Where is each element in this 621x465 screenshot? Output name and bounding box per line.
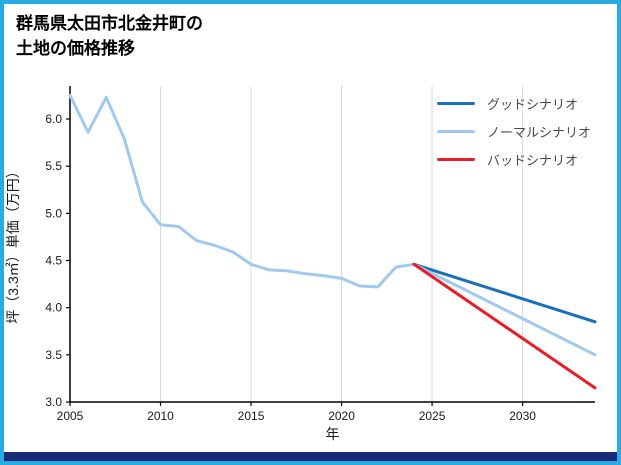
svg-text:2030: 2030 [509,409,536,423]
series-line-normal [412,262,597,357]
normal-scenario-line-swatch [436,130,475,133]
bad-scenario-line-swatch [436,158,475,161]
svg-text:5.5: 5.5 [45,159,62,173]
svg-text:2005: 2005 [57,409,84,423]
svg-text:2025: 2025 [419,409,446,423]
page-title-line-1: 群馬県太田市北金井町の [16,14,203,33]
series-line-historical [68,93,416,289]
svg-text:5.0: 5.0 [45,206,62,220]
legend-item-bad: バッドシナリオ [436,150,591,169]
svg-text:2020: 2020 [328,409,355,423]
footer-bar [4,452,617,461]
svg-text:2010: 2010 [147,409,174,423]
legend-label: ノーマルシナリオ [486,125,591,140]
chart-legend: グッドシナリオ ノーマルシナリオ バッドシナリオ [436,94,591,169]
land-price-chart: 2005 2010 2015 2020 2025 2030 3.0 3.5 4.0 4.5 5.0 5… [4,66,617,447]
legend-item-good: グッドシナリオ [436,94,591,113]
series-line-good [412,262,597,324]
svg-text:4.0: 4.0 [45,301,62,315]
chart-canvas: 2005 2010 2015 2020 2025 2030 3.0 3.5 4.0 4.5 5.0 5… [5,86,597,442]
x-axis-label: 年 [326,426,340,442]
legend-label: バッドシナリオ [486,153,578,168]
series-line-bad [412,262,597,390]
svg-text:4.5: 4.5 [45,254,62,268]
svg-text:3.0: 3.0 [45,395,62,409]
svg-text:6.0: 6.0 [45,112,62,126]
page-title-line-2: 土地の価格推移 [16,38,135,58]
page-title: 群馬県太田市北金井町の 土地の価格推移 [16,12,203,61]
legend-item-normal: ノーマルシナリオ [436,122,591,141]
good-scenario-line-swatch [436,102,475,105]
legend-label: グッドシナリオ [486,97,578,112]
svg-text:2015: 2015 [238,409,265,423]
svg-text:3.5: 3.5 [45,348,62,362]
y-axis-label: 坪（3.3㎡）単価（万円） [5,164,21,323]
